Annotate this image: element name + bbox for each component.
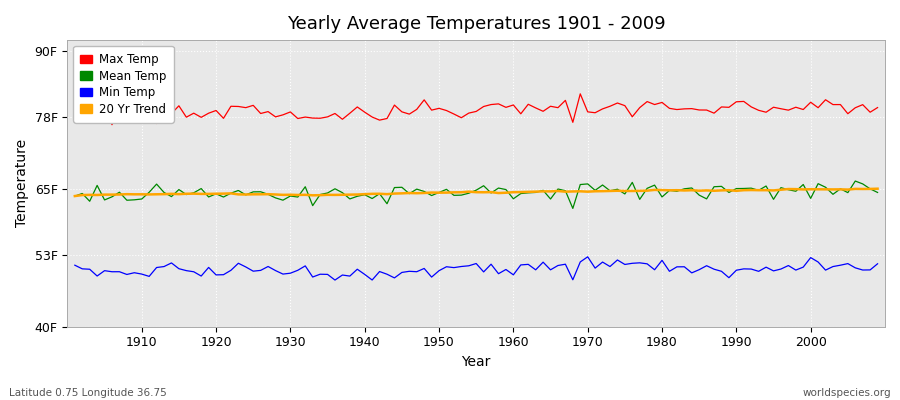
Y-axis label: Temperature: Temperature: [15, 139, 29, 228]
Text: Latitude 0.75 Longitude 36.75: Latitude 0.75 Longitude 36.75: [9, 388, 166, 398]
Legend: Max Temp, Mean Temp, Min Temp, 20 Yr Trend: Max Temp, Mean Temp, Min Temp, 20 Yr Tre…: [73, 46, 174, 123]
Text: worldspecies.org: worldspecies.org: [803, 388, 891, 398]
X-axis label: Year: Year: [462, 355, 490, 369]
Title: Yearly Average Temperatures 1901 - 2009: Yearly Average Temperatures 1901 - 2009: [287, 15, 665, 33]
